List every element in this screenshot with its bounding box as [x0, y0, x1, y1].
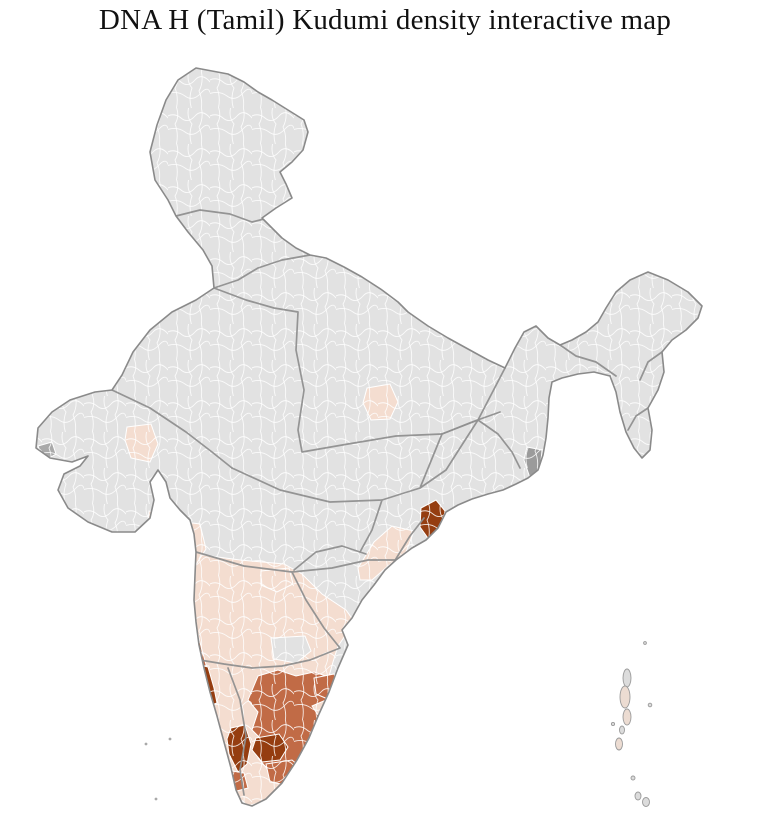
state-boundaries-northeast [559, 344, 663, 431]
island[interactable] [642, 797, 650, 807]
island[interactable] [634, 791, 642, 801]
island[interactable] [154, 797, 158, 801]
island[interactable] [144, 742, 148, 746]
state-boundaries-south [195, 545, 397, 796]
state-boundaries-central [231, 411, 521, 563]
island[interactable] [615, 737, 623, 751]
lakshadweep-islands[interactable] [144, 737, 172, 801]
island[interactable] [647, 702, 653, 708]
district-borders-texture [36, 68, 702, 806]
island[interactable] [610, 721, 616, 727]
state-boundaries-north [111, 209, 506, 469]
island[interactable] [622, 708, 632, 726]
island[interactable] [168, 737, 172, 741]
island[interactable] [622, 668, 632, 688]
island[interactable] [619, 725, 625, 735]
andaman-nicobar-islands[interactable] [610, 641, 653, 807]
india-country-outline [35, 67, 703, 807]
island[interactable] [630, 775, 636, 781]
page-title: DNA H (Tamil) Kudumi density interactive… [98, 4, 672, 36]
island[interactable] [643, 641, 647, 645]
region-konkan-mumbai-low[interactable] [146, 510, 169, 568]
island[interactable] [619, 685, 631, 709]
